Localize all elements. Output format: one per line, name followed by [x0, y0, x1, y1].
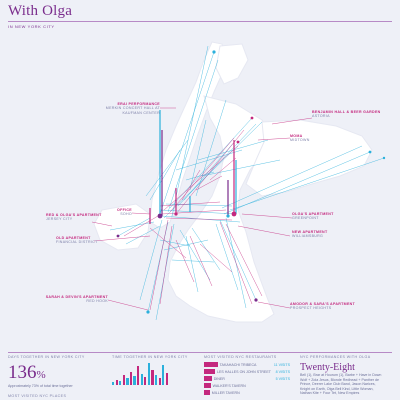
restaurant-bar	[204, 369, 215, 374]
place-label-erai: ERAI PERFORMANCE MERKIN CONCERT HALL AT K…	[105, 102, 160, 115]
time-bar	[133, 376, 136, 385]
restaurant-name: WALKER'S TAVERN	[212, 383, 246, 388]
restaurant-row: MILLER TAVERN	[204, 389, 290, 396]
days-note: Approximately 73% of total time together	[8, 384, 73, 388]
days-heading: DAYS TOGETHER IN NEW YORK CITY	[8, 355, 85, 359]
page-subtitle: IN NEW YORK CITY	[8, 24, 55, 29]
restaurant-name: LES HALLES ON JOHN STREET	[217, 369, 271, 374]
place-label-olgas-apartment: OLGA'S APARTMENT GREENPOINT	[292, 212, 334, 221]
restaurant-bar	[204, 362, 218, 367]
time-heading: TIME TOGETHER IN NEW YORK CITY	[112, 355, 188, 359]
place-label-office: OFFICE SOHO	[117, 208, 132, 217]
perf-list: Bell (1), Brar at Hourum (1), Barbe + Ha…	[300, 373, 382, 396]
restaurant-bar	[204, 390, 210, 395]
place-label-amodor-saras-apartment: AMODOR & SARA'S APARTMENT PROSPECT HEIGHT…	[290, 302, 356, 311]
time-bar	[151, 369, 154, 385]
days-value: 136	[8, 362, 37, 383]
queens-east-landmass	[245, 119, 373, 197]
time-bar	[126, 378, 129, 385]
time-bar	[154, 375, 158, 385]
restaurant-name: DINER	[213, 376, 225, 381]
places-heading: MOST VISITED NYC PLACES	[8, 394, 67, 398]
place-label-old-apartment: OLD APARTMENT FINANCIAL DISTRICT	[56, 236, 98, 245]
time-bar	[162, 365, 165, 385]
restaurant-bar	[204, 376, 212, 381]
days-unit: %	[36, 369, 46, 381]
place-label-benjamin-hall: BENJAMIN HALL & BEER GARDEN ASTORIA	[312, 110, 381, 119]
time-together-panel: TIME TOGETHER IN NEW YORK CITY	[112, 355, 192, 385]
label-leaders	[91, 107, 313, 311]
nyc-movement-map	[91, 41, 386, 323]
place-label-moma: MOMA MIDTOWN	[290, 134, 310, 143]
page-title: With Olga	[8, 3, 73, 19]
restaurants-heading: MOST VISITED NYC RESTAURANTS	[204, 355, 277, 359]
time-bar	[144, 377, 147, 385]
visit-markers	[116, 50, 386, 314]
time-bar	[140, 374, 143, 385]
time-bar	[119, 380, 122, 385]
performances-panel: NYC PERFORMANCES WITH OLGA Twenty-Eight …	[300, 355, 392, 396]
manhattan-landmass	[149, 41, 227, 229]
time-spikes	[149, 110, 237, 224]
restaurant-count: 8 VISITS	[275, 369, 290, 374]
time-bar	[147, 363, 150, 385]
place-label-sarah-devins-apartment: SARAH & DEVIN'S APARTMENT RED HOOK	[45, 295, 108, 304]
bronx-landmass	[215, 43, 249, 85]
days-together-panel: DAYS TOGETHER IN NEW YORK CITY 136% Appr…	[8, 355, 100, 398]
days-figure: 136%	[8, 362, 100, 384]
restaurant-name: MILLER TAVERN	[211, 390, 240, 395]
time-bar	[137, 366, 140, 385]
place-label-new-apartment: NEW APARTMENT WILLIAMSBURG	[292, 230, 328, 239]
restaurant-row: DINER 5 VISITS	[204, 375, 290, 382]
restaurants-list: TAKAHACHI TRIBECA 11 VISITS LES HALLES ON …	[204, 361, 290, 396]
title-divider	[8, 21, 392, 22]
restaurant-row: LES HALLES ON JOHN STREET 8 VISITS	[204, 368, 290, 375]
time-bar-chart	[112, 363, 192, 385]
restaurant-count: 11 VISITS	[273, 362, 290, 367]
time-bar	[115, 379, 118, 385]
restaurants-panel: MOST VISITED NYC RESTAURANTS TAKAHACHI T…	[204, 355, 290, 396]
time-bar	[112, 381, 115, 385]
restaurant-row: WALKER'S TAVERN	[204, 382, 290, 389]
restaurant-row: TAKAHACHI TRIBECA 11 VISITS	[204, 361, 290, 368]
restaurant-name: TAKAHACHI TRIBECA	[219, 362, 257, 367]
stats-divider	[8, 352, 392, 353]
perf-heading: NYC PERFORMANCES WITH OLGA	[300, 355, 371, 359]
time-bar	[165, 372, 168, 385]
time-bar	[129, 371, 133, 385]
place-label-red-olgas-apartment: RED & OLGA'S APARTMENT JERSEY CITY	[46, 213, 102, 222]
time-bar	[158, 378, 161, 385]
time-bar	[122, 375, 125, 385]
perf-count: Twenty-Eight	[300, 362, 355, 373]
restaurant-bar	[204, 383, 211, 388]
cyan-trails	[109, 45, 385, 321]
restaurant-count: 5 VISITS	[275, 376, 290, 381]
